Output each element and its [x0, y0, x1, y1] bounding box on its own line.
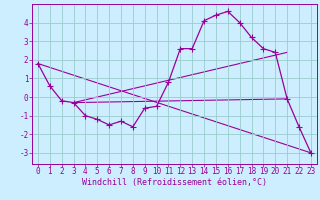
X-axis label: Windchill (Refroidissement éolien,°C): Windchill (Refroidissement éolien,°C): [82, 178, 267, 187]
